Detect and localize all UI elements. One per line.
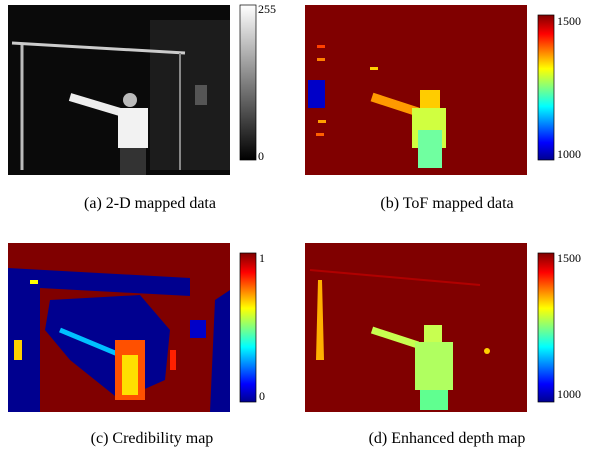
caption: (c) Credibility map <box>91 430 214 447</box>
image <box>305 5 527 175</box>
caption: (b) ToF mapped data <box>380 195 513 212</box>
figure: 255 0 (a) 2-D mapped data 1500 1000 (b) … <box>0 0 592 449</box>
colorbar-max: 1 <box>259 251 265 265</box>
colorbar-max: 1500 <box>557 14 581 28</box>
colorbar-min: 0 <box>258 149 264 163</box>
caption: (a) 2-D mapped data <box>84 195 216 212</box>
colorbar <box>538 253 554 402</box>
colorbar-max: 255 <box>258 2 276 16</box>
panel-a: 255 0 (a) 2-D mapped data <box>8 2 276 212</box>
panel-b: 1500 1000 (b) ToF mapped data <box>305 5 581 212</box>
caption: (d) Enhanced depth map <box>369 430 526 447</box>
colorbar <box>240 5 256 160</box>
panel-c: 1 0 (c) Credibility map <box>8 243 265 447</box>
colorbar-min: 1000 <box>557 147 581 161</box>
colorbar-min: 0 <box>259 389 265 403</box>
colorbar <box>538 15 554 160</box>
colorbar-max: 1500 <box>557 251 581 265</box>
colorbar <box>240 253 256 402</box>
panel-d: 1500 1000 (d) Enhanced depth map <box>305 243 581 447</box>
colorbar-min: 1000 <box>557 387 581 401</box>
